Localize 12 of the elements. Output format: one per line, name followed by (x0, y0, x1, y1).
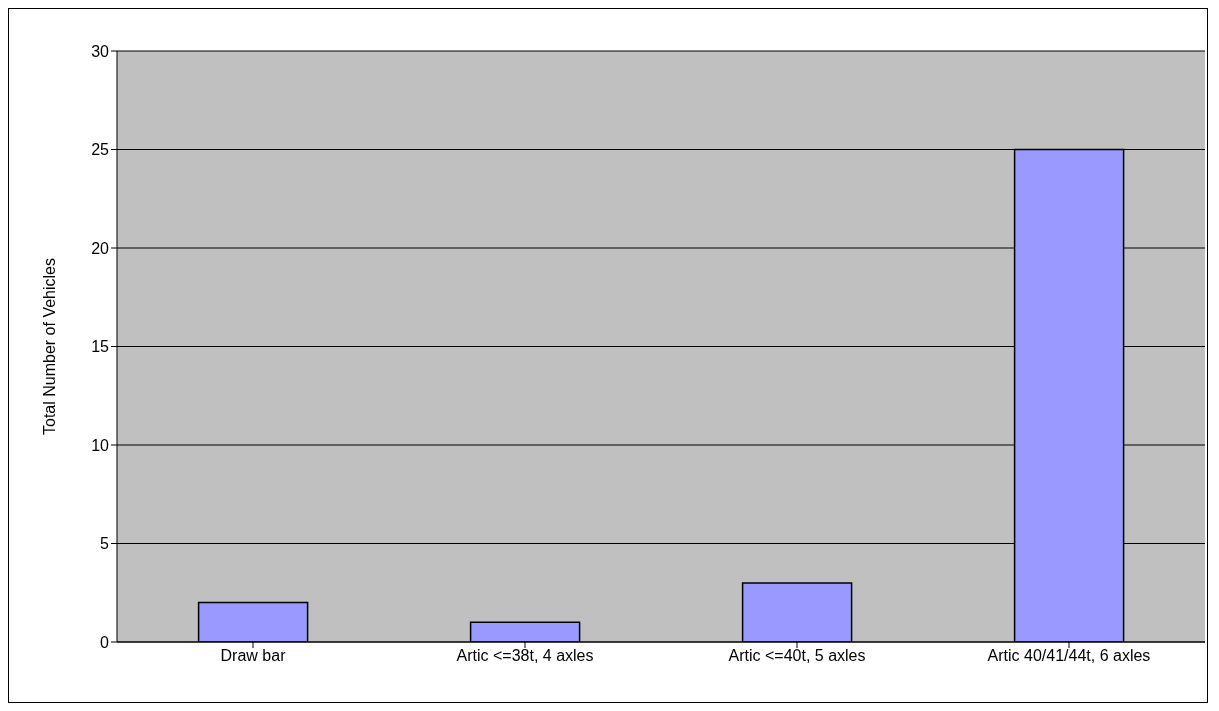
y-tick-label: 30 (91, 42, 110, 60)
x-tick-label: Draw bar (220, 647, 287, 665)
y-axis-title: Total Number of Vehicles (40, 258, 58, 435)
y-tick-label: 5 (100, 535, 110, 553)
y-tick-label: 0 (100, 633, 110, 651)
y-tick-label: 15 (91, 338, 110, 356)
y-tick-label: 25 (91, 141, 110, 159)
x-tick-label: Artic <=38t, 4 axles (456, 647, 594, 665)
x-tick-label: Artic 40/41/44t, 6 axles (987, 647, 1151, 665)
y-tick-label: 20 (91, 239, 110, 257)
x-tick-label: Artic <=40t, 5 axles (728, 647, 866, 665)
y-tick-label: 10 (91, 436, 110, 454)
